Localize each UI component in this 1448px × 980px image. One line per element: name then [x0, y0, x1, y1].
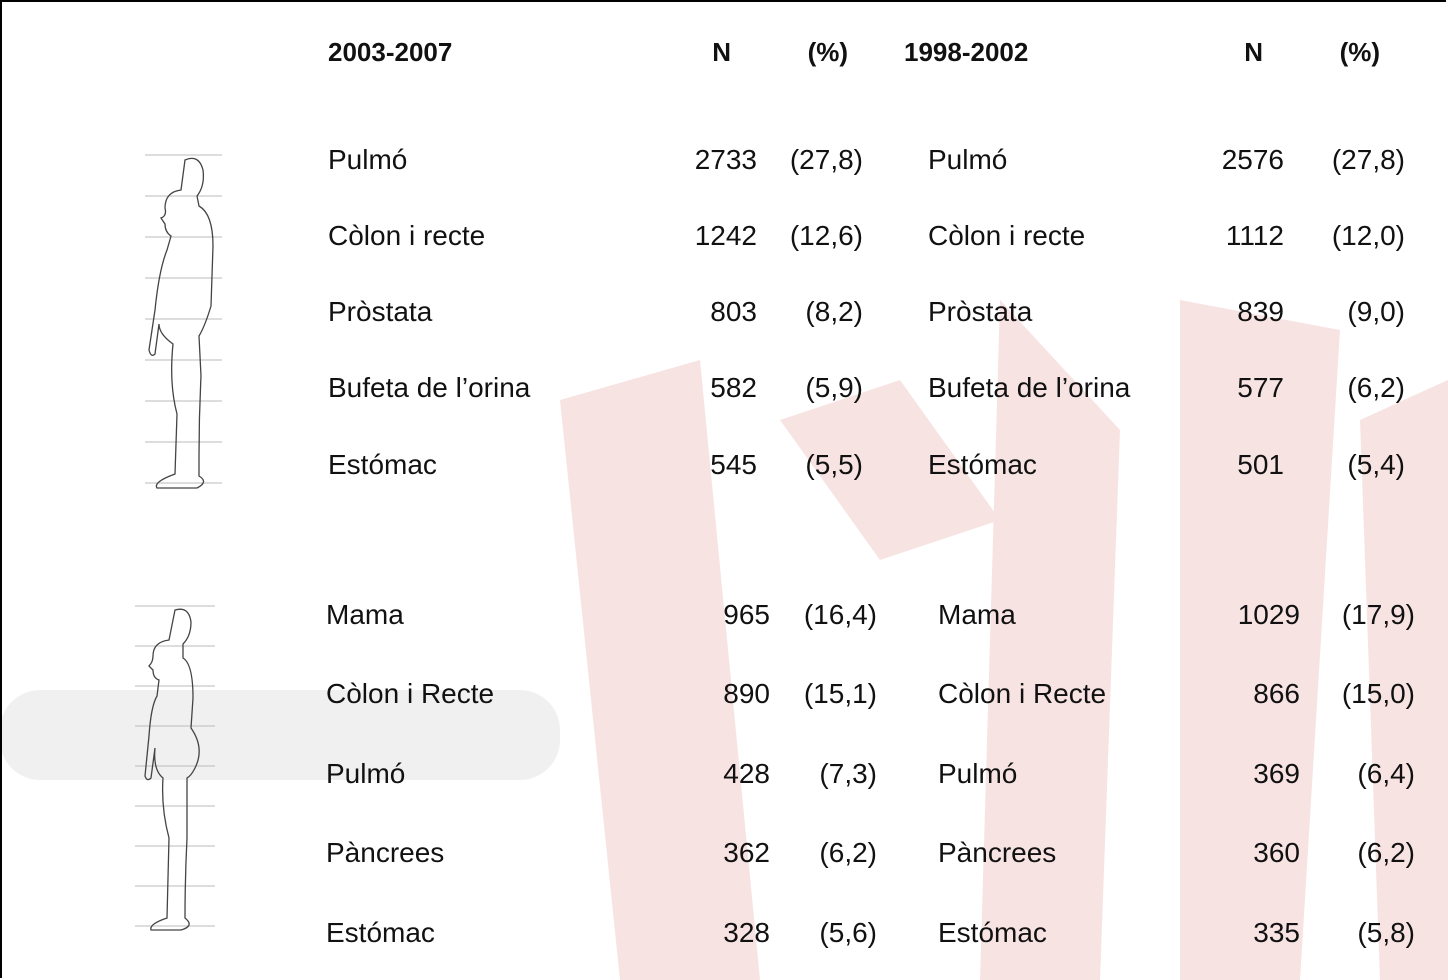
- percent-cell: (15,0): [1341, 678, 1415, 709]
- count-cell: 545: [710, 449, 757, 480]
- header-cell: N: [712, 37, 731, 67]
- count-cell: 866: [1253, 678, 1300, 709]
- percent-cell: (6,4): [1357, 758, 1415, 789]
- percent-cell: (27,8): [789, 144, 863, 175]
- count-cell: 428: [723, 758, 770, 789]
- site-cell: Mama: [938, 599, 1016, 630]
- count-cell: 362: [723, 837, 770, 868]
- site-cell: Còlon i recte: [328, 220, 486, 251]
- site-cell: Pulmó: [938, 758, 1018, 789]
- percent-cell: (12,6): [789, 220, 863, 251]
- percent-cell: (5,5): [805, 449, 863, 480]
- count-cell: 839: [1237, 296, 1284, 327]
- percent-cell: (7,3): [819, 758, 877, 789]
- site-cell: Pàncrees: [938, 837, 1057, 868]
- count-cell: 328: [723, 917, 770, 948]
- site-cell: Estómac: [326, 917, 435, 948]
- site-cell: Bufeta de l’orina: [928, 372, 1131, 403]
- percent-cell: (6,2): [1357, 837, 1415, 868]
- site-cell: Pulmó: [928, 144, 1008, 175]
- count-cell: 369: [1253, 758, 1300, 789]
- header-cell: 1998-2002: [904, 37, 1029, 67]
- header-cell: 2003-2007: [328, 37, 453, 67]
- count-cell: 1242: [694, 220, 757, 251]
- percent-cell: (12,0): [1331, 220, 1405, 251]
- site-cell: Mama: [326, 599, 404, 630]
- count-cell: 1112: [1225, 220, 1284, 251]
- count-cell: 501: [1237, 449, 1284, 480]
- percent-cell: (6,2): [819, 837, 877, 868]
- count-cell: 360: [1253, 837, 1300, 868]
- site-cell: Pàncrees: [326, 837, 445, 868]
- percent-cell: (8,2): [805, 296, 863, 327]
- percent-cell: (5,9): [805, 372, 863, 403]
- site-cell: Pulmó: [328, 144, 408, 175]
- count-cell: 965: [723, 599, 770, 630]
- count-cell: 890: [723, 678, 770, 709]
- site-cell: Bufeta de l’orina: [328, 372, 531, 403]
- percent-cell: (5,6): [819, 917, 877, 948]
- count-cell: 2733: [694, 144, 757, 175]
- site-cell: Estómac: [938, 917, 1047, 948]
- site-cell: Pròstata: [928, 296, 1033, 327]
- percent-cell: (27,8): [1331, 144, 1405, 175]
- percent-cell: (17,9): [1341, 599, 1415, 630]
- count-cell: 803: [710, 296, 757, 327]
- site-cell: Còlon i Recte: [938, 678, 1107, 709]
- header-cell: (%): [1339, 37, 1380, 67]
- header-cell: N: [1244, 37, 1263, 67]
- percent-cell: (5,4): [1347, 449, 1405, 480]
- site-cell: Còlon i Recte: [326, 678, 495, 709]
- percent-cell: (15,1): [803, 678, 877, 709]
- percent-cell: (6,2): [1347, 372, 1405, 403]
- header-cell: (%): [807, 37, 848, 67]
- site-cell: Estómac: [328, 449, 437, 480]
- site-cell: Pulmó: [326, 758, 406, 789]
- site-cell: Pròstata: [328, 296, 433, 327]
- percent-cell: (5,8): [1357, 917, 1415, 948]
- count-cell: 577: [1237, 372, 1284, 403]
- count-cell: 335: [1253, 917, 1300, 948]
- count-cell: 2576: [1221, 144, 1284, 175]
- percent-cell: (9,0): [1347, 296, 1405, 327]
- count-cell: 1029: [1237, 599, 1300, 630]
- site-cell: Còlon i recte: [928, 220, 1086, 251]
- count-cell: 582: [710, 372, 757, 403]
- site-cell: Estómac: [928, 449, 1037, 480]
- percent-cell: (16,4): [803, 599, 877, 630]
